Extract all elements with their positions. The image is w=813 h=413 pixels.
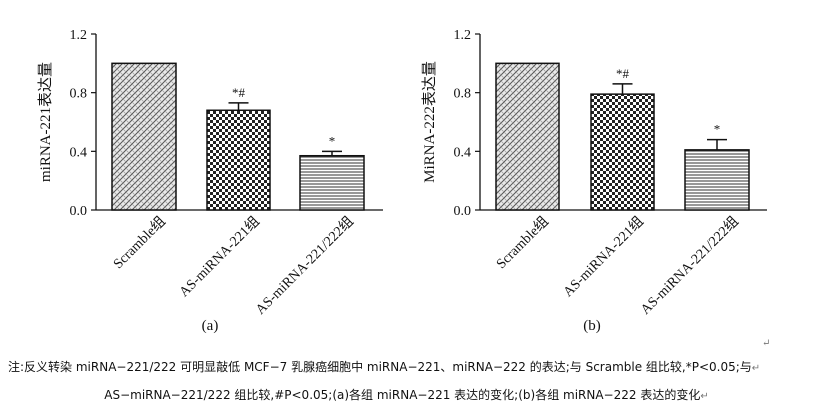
category-label: AS-miRNA-221组 [176,214,263,301]
bar [206,109,271,211]
bar [299,154,365,211]
y-tick-label: 0.0 [70,204,88,219]
category-label: AS-miRNA-221/222组 [638,214,742,318]
y-tick-label: 0.4 [70,145,88,160]
panel-label: (b) [583,318,601,334]
panel-label: (a) [202,318,219,334]
y-tick-label: 0.0 [454,204,472,219]
caption-line-2: AS−miRNA−221/222 组比较,#P<0.05;(a)各组 miRNA… [0,386,813,403]
y-axis-label: miRNA-221表达量 [37,62,54,182]
bar [590,93,655,211]
significance-mark: * [329,133,336,148]
y-tick-label: 1.2 [70,28,88,43]
significance-mark: *# [232,85,246,100]
return-mark-1: ↵ [751,363,761,374]
y-tick-label: 0.8 [454,87,472,102]
y-tick-label: 0.4 [454,145,472,160]
y-tick-label: 1.2 [454,28,472,43]
category-label: AS-miRNA-221/222组 [253,214,357,318]
chart-b: 0.0 0.4 0.8 1.2 MiRNA-222表达量 Scramble组 *# AS-mi… [421,28,767,334]
category-label: Scramble组 [110,214,169,273]
significance-mark: * [714,122,721,137]
bar [495,62,560,211]
category-label: AS-miRNA-221组 [560,214,647,301]
chart-a: 0.0 0.4 0.8 1.2 miRNA-221表达量 Scramble组 *# AS-mi… [37,28,383,334]
caption-text-2: AS−miRNA−221/222 组比较,#P<0.05;(a)各组 miRNA… [104,388,701,402]
return-mark: ↵ [762,338,770,349]
y-tick-label: 0.8 [70,87,88,102]
caption-line-1: 注:反义转染 miRNA−221/222 可明显敲低 MCF−7 乳腺癌细胞中 … [8,358,813,375]
y-axis-label: MiRNA-222表达量 [421,61,438,183]
bar [111,62,177,211]
bar [684,149,750,211]
significance-mark: *# [616,66,630,81]
caption-text-1: 注:反义转染 miRNA−221/222 可明显敲低 MCF−7 乳腺癌细胞中 … [8,360,752,374]
category-label: Scramble组 [493,214,552,273]
return-mark-2: ↵ [700,391,709,402]
